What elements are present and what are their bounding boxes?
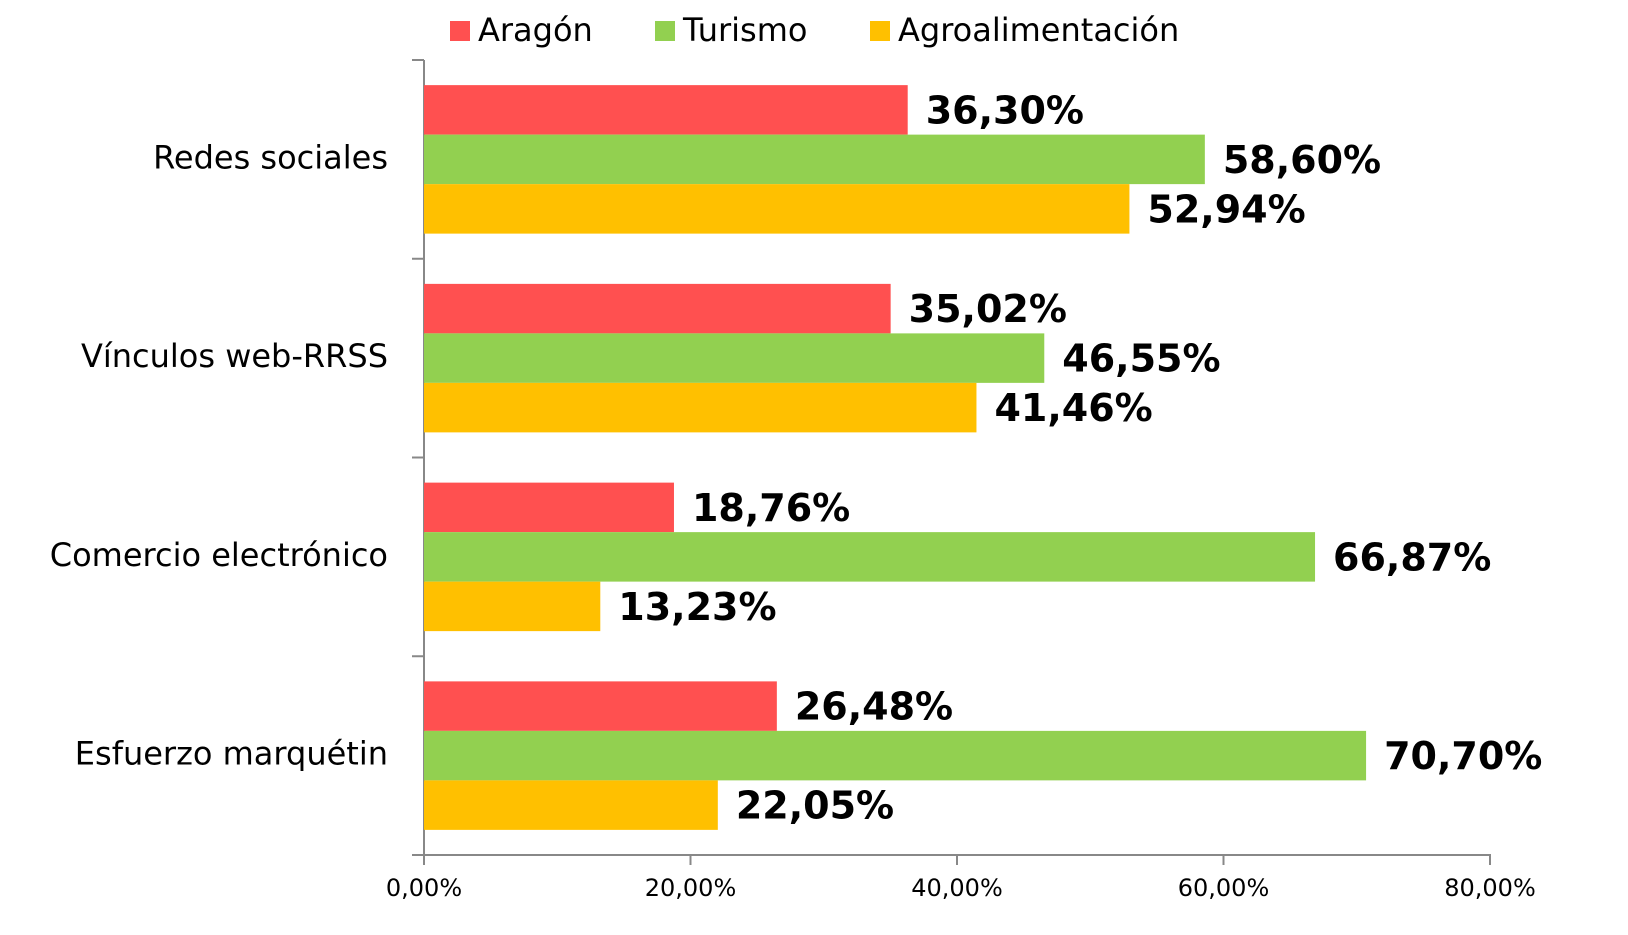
bar [424, 333, 1045, 383]
value-label: 26,48% [795, 685, 953, 729]
value-label: 58,60% [1223, 138, 1381, 182]
bar [424, 134, 1205, 185]
legend-label: Turismo [682, 11, 807, 49]
x-tick-label: 80,00% [1444, 874, 1536, 902]
bar [424, 283, 891, 334]
bar [424, 581, 601, 632]
value-label: 36,30% [926, 88, 1084, 132]
x-tick-label: 60,00% [1178, 874, 1270, 902]
bar [424, 780, 718, 830]
value-label: 46,55% [1062, 337, 1220, 381]
value-label: 35,02% [909, 287, 1067, 331]
legend-swatch [450, 21, 470, 41]
y-tick-label: Redes sociales [153, 138, 388, 176]
legend-label: Aragón [478, 11, 593, 49]
x-tick-label: 20,00% [645, 874, 737, 902]
legend-swatch [870, 21, 890, 41]
bar [424, 184, 1130, 234]
y-tick-label: Esfuerzo marquétin [75, 735, 388, 773]
x-tick-label: 0,00% [386, 874, 462, 902]
bar [424, 85, 908, 135]
x-tick-label: 40,00% [911, 874, 1003, 902]
value-label: 41,46% [994, 386, 1152, 430]
value-label: 66,87% [1333, 535, 1491, 579]
bar [424, 382, 977, 433]
value-label: 70,70% [1384, 734, 1542, 778]
value-label: 22,05% [736, 784, 894, 828]
bar [424, 730, 1367, 781]
y-tick-label: Comercio electrónico [50, 536, 388, 574]
legend-swatch [655, 21, 675, 41]
value-label: 18,76% [692, 486, 850, 530]
value-label: 52,94% [1147, 187, 1305, 231]
bar [424, 681, 777, 731]
y-tick-label: Vínculos web-RRSS [81, 337, 388, 375]
bar [424, 482, 674, 533]
value-label: 13,23% [618, 585, 776, 629]
bar [424, 532, 1316, 582]
legend-label: Agroalimentación [898, 11, 1179, 49]
